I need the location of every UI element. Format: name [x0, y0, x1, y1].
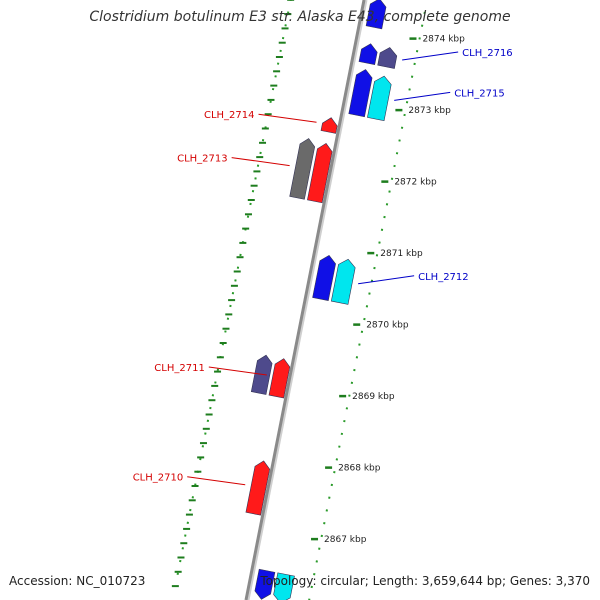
gene-label-leader [394, 91, 451, 101]
gene-arrow-g14 [377, 47, 398, 69]
accession-text: Accession: NC_010723 [9, 574, 146, 588]
genome-summary-text: Topology: circular; Length: 3,659,644 bp… [260, 574, 590, 588]
scale-tick-label: 2868 kbp [338, 464, 381, 474]
gene-label-leader [358, 275, 415, 285]
gene-arrow-g8 [289, 138, 316, 200]
map-title: Clostridium botulinum E3 str. Alaska E43… [89, 9, 511, 25]
gene-label-leader [187, 476, 246, 486]
scale-tick-label: 2871 kbp [380, 249, 423, 259]
gene-arrow-g10 [320, 117, 338, 134]
scale-tick-label: 2873 kbp [408, 106, 451, 116]
scale-tick-label: 2872 kbp [394, 178, 437, 188]
scale-tick-label: 2874 kbp [422, 35, 465, 45]
gene-arrow-g5 [268, 358, 291, 399]
gene-arrow-g6 [312, 255, 336, 301]
scale-tick-label: 2867 kbp [324, 535, 367, 545]
gene-label: CLH_2712 [418, 272, 469, 283]
gene-arrow-g1 [254, 568, 276, 600]
gene-label-leader [208, 366, 267, 376]
gene-arrow-g4 [250, 354, 273, 395]
gene-label-leader [258, 113, 317, 123]
backbone-highlight [246, 0, 368, 600]
gene-label: CLH_2711 [154, 363, 205, 374]
gene-arrow-g15 [365, 0, 387, 30]
inner-dotted-ring [174, 0, 292, 587]
backbone-line [244, 0, 366, 600]
gene-arrow-g13 [358, 43, 378, 65]
gene-label: CLH_2713 [177, 154, 228, 165]
gene-arrow-g11 [348, 69, 373, 118]
gene-label: CLH_2714 [204, 110, 255, 121]
gene-arrow-g7 [330, 258, 356, 305]
scale-tick-label: 2870 kbp [366, 321, 409, 331]
gene-label: CLH_2715 [454, 88, 505, 99]
gene-label: CLH_2716 [462, 48, 513, 59]
gene-arrow-g3 [245, 460, 271, 516]
gene-arrow-g2 [273, 572, 295, 600]
gene-label: CLH_2710 [133, 473, 184, 484]
gene-label-leader [402, 51, 459, 61]
scale-tick-label: 2869 kbp [352, 392, 395, 402]
gene-label-leader [231, 157, 290, 167]
gene-arrow-g12 [367, 75, 392, 122]
gene-arrow-g9 [307, 142, 333, 204]
